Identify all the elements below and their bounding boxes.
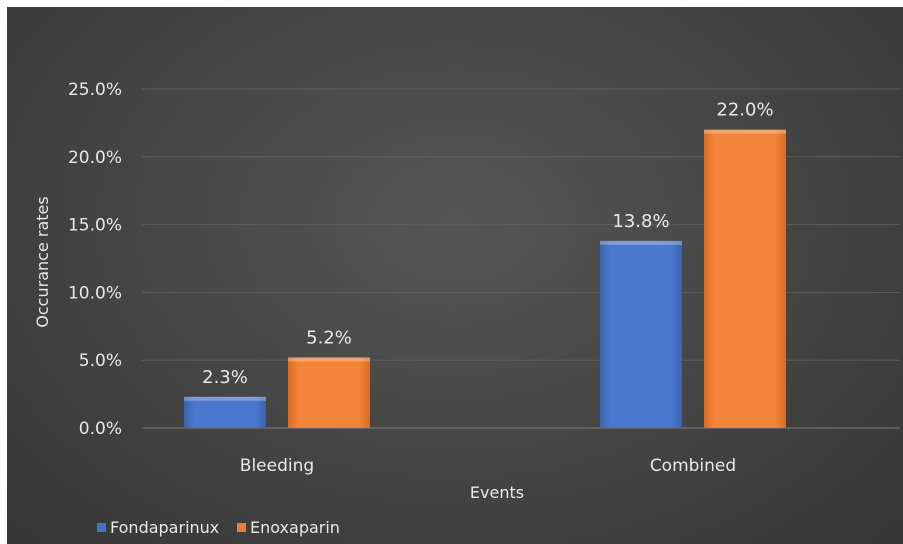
bars (184, 129, 786, 428)
bar-fondaparinux-combined (600, 240, 682, 428)
bar-bevel-highlight (184, 396, 266, 401)
bar-chart: 0.0% 5.0% 10.0% 15.0% 20.0% 25.0% 2.3% 5.2% 13.… (33, 80, 900, 537)
y-tick-label: 10.0% (68, 283, 122, 303)
x-category-label: Combined (650, 456, 736, 476)
y-tick-label: 0.0% (79, 419, 122, 439)
bar-enoxaparin-bleeding (288, 357, 370, 428)
y-tick-label: 20.0% (68, 148, 122, 168)
data-label: 2.3% (202, 367, 248, 388)
y-tick-label: 15.0% (68, 216, 122, 236)
x-axis-title: Events (470, 483, 524, 502)
data-label: 22.0% (716, 100, 773, 121)
bar-bevel-highlight (288, 357, 370, 362)
legend-label: Enoxaparin (250, 518, 340, 537)
data-labels: 2.3% 5.2% 13.8% 22.0% (202, 100, 773, 388)
legend: Fondaparinux Enoxaparin (97, 518, 340, 537)
bar-bevel-highlight (704, 129, 786, 134)
y-axis-title: Occurance rates (33, 196, 52, 327)
bar-enoxaparin-combined (704, 129, 786, 428)
y-axis-ticks: 0.0% 5.0% 10.0% 15.0% 20.0% 25.0% (68, 80, 122, 439)
data-label: 13.8% (612, 211, 669, 232)
x-category-label: Bleeding (240, 456, 314, 476)
legend-swatch (237, 523, 246, 532)
legend-swatch (97, 523, 106, 532)
bar-fondaparinux-bleeding (184, 396, 266, 428)
chart-area: 0.0% 5.0% 10.0% 15.0% 20.0% 25.0% 2.3% 5.2% 13.… (7, 7, 903, 544)
x-axis-categories: Bleeding Combined (240, 456, 736, 476)
gridlines (142, 88, 900, 429)
data-label: 5.2% (306, 327, 352, 348)
y-tick-label: 5.0% (79, 351, 122, 371)
bar-bevel-highlight (600, 240, 682, 245)
y-tick-label: 25.0% (68, 80, 122, 100)
legend-label: Fondaparinux (110, 518, 219, 537)
